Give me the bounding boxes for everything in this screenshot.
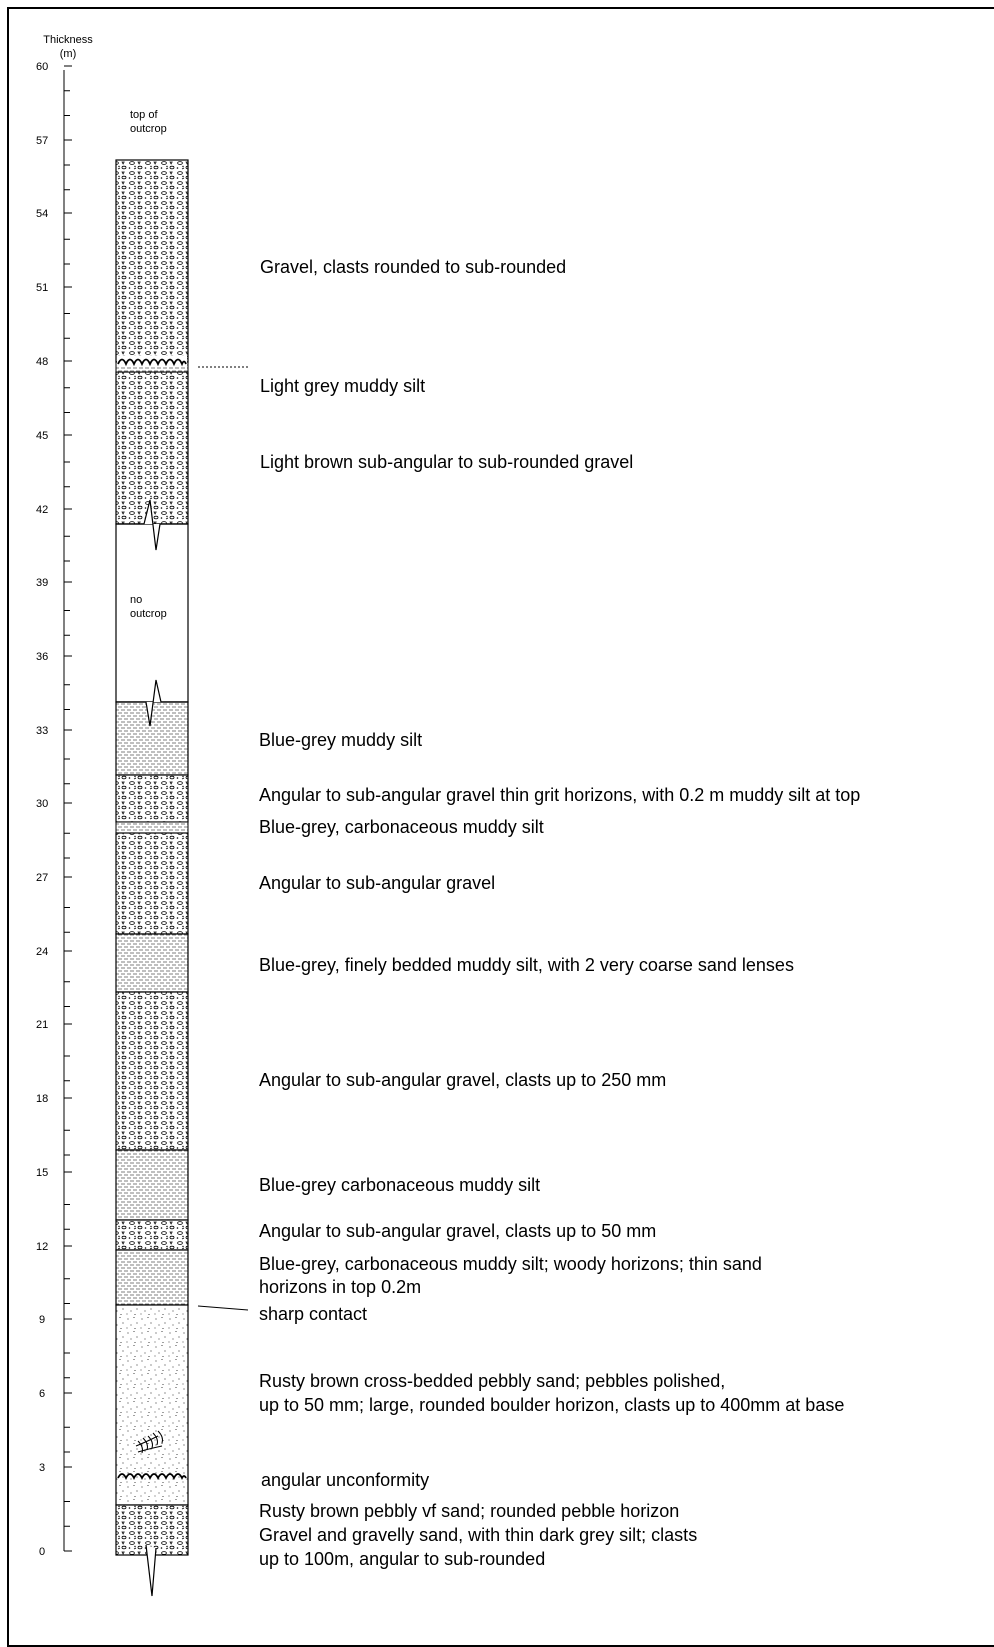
tick-label: 15 [36,1167,48,1179]
description: Blue-grey, finely bedded muddy silt, wit… [259,955,794,975]
axis-title: Thickness [43,34,93,46]
layer-silt [115,933,189,993]
tick-label: 60 [36,61,48,73]
tick-label: 57 [36,135,48,147]
layer-silt [115,1149,189,1221]
thickness-axis: Thickness (m) 60 [36,34,93,1558]
layer-gravel [115,991,189,1151]
leader-line [197,1305,249,1311]
axis-tick-labels: 60 57 54 51 48 45 42 39 36 33 30 27 24 2… [36,61,48,1558]
layer-no-outcrop [115,523,189,703]
lithology-column [115,159,189,1597]
description: up to 100m, angular to sub-rounded [259,1549,545,1569]
break-symbol [116,499,188,551]
tick-label: 54 [36,208,48,220]
tick-label: 9 [39,1314,45,1326]
axis-major-ticks [64,65,72,1552]
description: Rusty brown cross-bedded pebbly sand; pe… [259,1371,725,1391]
no-outcrop-note: no [130,594,142,606]
description: Angular to sub-angular gravel, clasts up… [259,1070,666,1090]
tick-label: 3 [39,1462,45,1474]
layer-gravel [115,1504,189,1556]
description: sharp contact [259,1304,367,1324]
description: angular unconformity [261,1470,429,1490]
tick-label: 12 [36,1241,48,1253]
description: Blue-grey carbonaceous muddy silt [259,1175,540,1195]
description: Angular to sub-angular gravel thin grit … [259,785,860,805]
top-of-outcrop-note: outcrop [130,123,167,135]
description: Angular to sub-angular gravel, clasts up… [259,1221,656,1241]
no-outcrop-note: outcrop [130,608,167,620]
tick-label: 24 [36,946,48,958]
tick-label: 27 [36,872,48,884]
description: Angular to sub-angular gravel [259,873,495,893]
axis-minor-ticks [64,90,70,1527]
cross-bedding-symbol [135,1430,163,1454]
layer-gravel [115,159,189,363]
tick-label: 30 [36,798,48,810]
layer-descriptions: Gravel, clasts rounded to sub-rounded Li… [259,257,860,1569]
top-of-outcrop-note: top of [130,109,158,121]
layer-silt [115,1249,189,1306]
description: Light grey muddy silt [260,376,425,396]
tick-label: 45 [36,430,48,442]
tick-label: 18 [36,1093,48,1105]
tick-label: 21 [36,1019,48,1031]
layer-silt [115,821,189,834]
description: Blue-grey, carbonaceous muddy silt [259,817,544,837]
tick-label: 48 [36,356,48,368]
description: Blue-grey, carbonaceous muddy silt; wood… [259,1254,762,1274]
axis-unit: (m) [60,48,77,60]
description: Gravel, clasts rounded to sub-rounded [260,257,566,277]
tick-label: 33 [36,725,48,737]
layer-gravel [115,371,189,525]
unconformity-mark [117,358,187,367]
description: up to 50 mm; large, rounded boulder hori… [259,1395,844,1415]
description: Light brown sub-angular to sub-rounded g… [260,452,633,472]
break-symbol [116,679,188,727]
layer-gravel [115,832,189,935]
layer-gravel [115,774,189,823]
description: Blue-grey muddy silt [259,730,422,750]
layer-gravel [115,1219,189,1251]
angular-unconformity-mark [117,1473,187,1481]
tick-label: 39 [36,577,48,589]
description: horizons in top 0.2m [259,1277,421,1297]
description: Rusty brown pebbly vf sand; rounded pebb… [259,1501,679,1521]
tick-label: 36 [36,651,48,663]
tick-label: 51 [36,282,48,294]
tick-label: 42 [36,504,48,516]
break-symbol [145,1544,157,1597]
tick-label: 6 [39,1388,45,1400]
description: Gravel and gravelly sand, with thin dark… [259,1525,697,1545]
tick-label: 0 [39,1546,45,1558]
